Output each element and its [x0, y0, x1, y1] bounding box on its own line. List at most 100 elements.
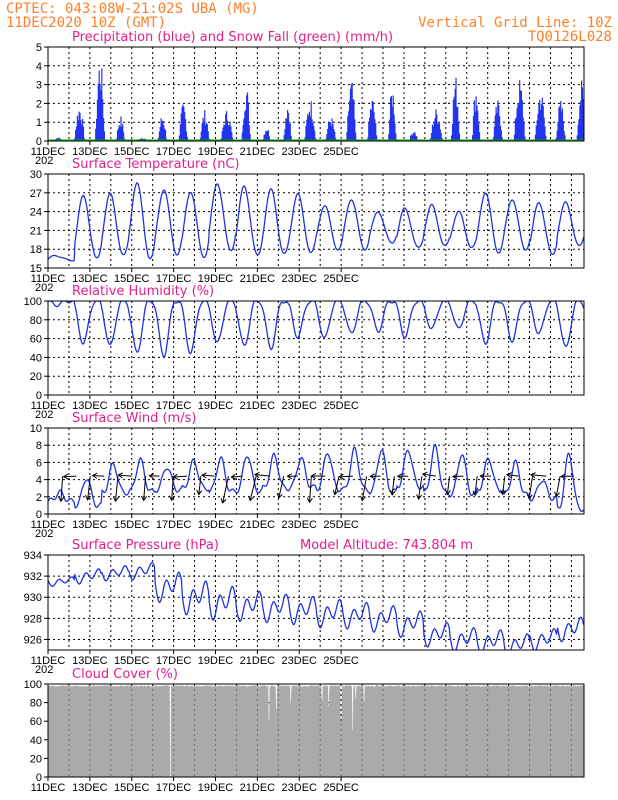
precip-bar	[388, 134, 390, 141]
wind-arrow	[474, 476, 478, 496]
header-location: CPTEC: 043:08W-21:02S UBA (MG)	[6, 1, 259, 17]
precip-bar	[246, 92, 249, 141]
precip-bar	[289, 122, 291, 141]
precip-bar	[437, 123, 439, 141]
precip-bar	[100, 90, 102, 141]
precip-bar	[82, 118, 84, 141]
precip-bar	[95, 128, 97, 141]
precip-bar	[557, 121, 559, 141]
precip-bar	[245, 109, 247, 141]
precip-bar	[558, 107, 560, 141]
precip-bar	[521, 100, 523, 141]
panel-title: Precipitation (blue) and Snow Fall (gree…	[72, 30, 393, 45]
precip-bar	[331, 118, 333, 141]
precip-bar	[373, 111, 375, 141]
y-tick-label: 100	[24, 296, 42, 308]
precip-bar	[374, 119, 376, 141]
wind-arrows	[58, 471, 574, 504]
precip-bar	[519, 90, 522, 141]
precip-bar	[232, 137, 234, 141]
precip-bar	[451, 124, 454, 141]
precip-bar	[560, 101, 562, 141]
precip-bar	[493, 126, 495, 141]
wind-arrow-head	[196, 489, 203, 496]
y-tick-label: 80	[30, 315, 42, 327]
precip-bar	[538, 103, 540, 141]
y-tick-label: 18	[30, 244, 42, 256]
wind-arrow	[143, 476, 147, 501]
precip-bar	[541, 97, 543, 141]
x-tick-label: 11DEC	[31, 782, 66, 794]
wind-arrow	[118, 474, 132, 477]
x-tick-label: 19DEC	[198, 519, 234, 531]
precip-bar	[78, 111, 80, 141]
precip-bar	[561, 108, 564, 141]
precip-bar	[158, 131, 160, 141]
precip-bar	[348, 100, 351, 141]
wind-arrow	[452, 475, 464, 478]
x-tick-label: 11DEC	[31, 273, 66, 285]
wind-arrow	[171, 476, 174, 501]
x-tick-label: 11DEC	[31, 519, 66, 531]
precip-bar	[498, 104, 500, 141]
x-tick-label: 19DEC	[198, 146, 234, 158]
precip-bar	[334, 131, 336, 141]
precip-bar	[415, 135, 417, 141]
y-tick-label: 3	[36, 80, 42, 92]
precip-bar	[390, 95, 393, 141]
y-tick-label: 21	[30, 225, 42, 237]
precip-bar	[355, 132, 357, 141]
x-year-label: 202	[35, 282, 53, 294]
plot-frame	[47, 554, 585, 651]
wind-arrow	[309, 476, 312, 503]
precip-bar	[515, 117, 517, 141]
wind-arrow-head	[117, 472, 123, 479]
x-tick-label: 15DEC	[114, 782, 150, 794]
precip-bar	[80, 119, 82, 141]
precip-bar	[307, 114, 309, 141]
y-tick-label: 60	[30, 716, 42, 728]
y-tick-label: 1	[36, 117, 42, 129]
precip-bar	[457, 106, 459, 141]
precip-bar	[164, 129, 167, 141]
panel-annotation: Model Altitude: 743.804 m	[300, 538, 473, 553]
precip-bar	[392, 95, 394, 141]
precip-bar	[542, 105, 544, 141]
precip-bar	[455, 77, 457, 141]
x-tick-label: 23DEC	[282, 655, 318, 667]
precip-bar	[410, 135, 412, 141]
wind-arrow	[198, 476, 202, 495]
x-tick-label: 13DEC	[72, 655, 108, 667]
x-tick-label: 17DEC	[156, 519, 192, 531]
x-tick-label: 19DEC	[198, 782, 234, 794]
precip-bar	[536, 120, 538, 141]
header-grid-note: Vertical Grid Line: 10Z	[418, 15, 612, 31]
x-tick-label: 21DEC	[240, 655, 276, 667]
wind-arrow-head	[276, 493, 283, 499]
precip-bar	[75, 130, 77, 141]
wind-arrow-head	[530, 472, 536, 479]
precip-bar	[186, 136, 188, 141]
wind-arrow-head	[172, 473, 178, 480]
precip-bar	[182, 104, 184, 141]
precip-bar	[333, 129, 335, 141]
precip-bar	[204, 110, 206, 141]
precip-bar	[353, 99, 355, 141]
precip-bar	[230, 126, 232, 141]
precip-bar	[456, 106, 458, 141]
precip-bar	[372, 101, 374, 141]
precip-bar	[161, 120, 163, 141]
y-tick-label: 60	[30, 334, 42, 346]
precip-bar	[79, 112, 81, 141]
precip-bar	[524, 136, 526, 141]
panel-title: Surface Pressure (hPa)	[72, 538, 219, 553]
precip-bar	[200, 131, 202, 141]
precip-bar	[560, 111, 563, 141]
panel-4: 926 928 930 932 934 11DEC 13DEC 15DEC 17DEC 19DEC…	[24, 538, 585, 676]
precip-bar	[246, 95, 248, 141]
precip-bar	[119, 126, 121, 141]
precip-bar	[394, 123, 396, 141]
precip-bar	[241, 132, 243, 141]
precip-bar	[430, 137, 432, 141]
